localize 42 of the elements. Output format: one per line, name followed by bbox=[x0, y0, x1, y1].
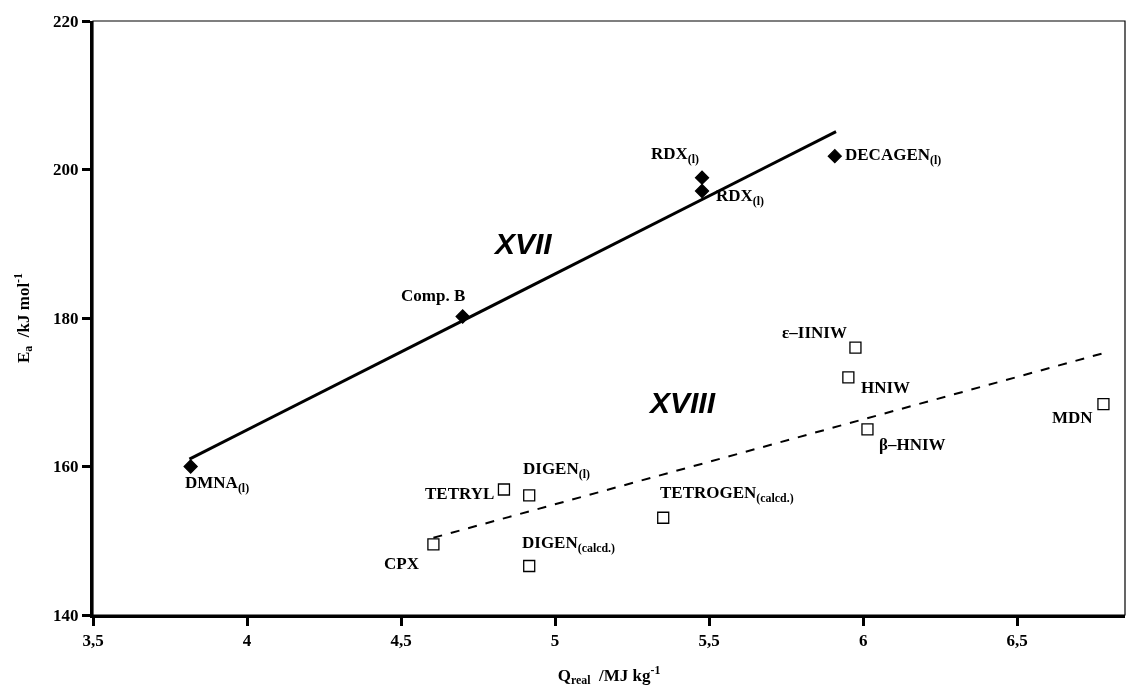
point bbox=[694, 170, 710, 185]
x-tick-label: 5,5 bbox=[698, 631, 720, 651]
point bbox=[427, 538, 440, 551]
point bbox=[1097, 397, 1110, 411]
point bbox=[497, 483, 511, 496]
annotation: XVIII bbox=[648, 386, 716, 419]
annotation: DECAGEN$_{(l)}$ bbox=[845, 145, 942, 167]
annotation: ε–IINIW bbox=[782, 323, 847, 342]
x-tick-label: 4 bbox=[242, 631, 252, 651]
x-tick-label: 5 bbox=[550, 631, 560, 651]
annotation: DMNA$_{(l)}$ bbox=[185, 473, 250, 495]
point bbox=[694, 183, 710, 199]
point bbox=[842, 371, 855, 384]
annotation: TETROGEN$_{(calcd.)}$ bbox=[660, 483, 794, 505]
x-tick-label: 6,5 bbox=[1006, 631, 1028, 651]
annotation: Comp. B bbox=[401, 286, 466, 305]
y-tick-label: 200 bbox=[53, 160, 79, 180]
x-tick-label: 3,5 bbox=[82, 631, 104, 651]
y-tick-label: 220 bbox=[53, 11, 79, 31]
point bbox=[523, 489, 536, 502]
annotation: RDX$_{(l)}$ bbox=[716, 186, 765, 208]
annotation: β–HNIW bbox=[879, 435, 946, 454]
annotation: CPX bbox=[384, 554, 420, 573]
point bbox=[827, 148, 842, 164]
x-axis-title: Q$_{real}$ /MJ kg$^{-1}$ bbox=[557, 662, 661, 688]
point bbox=[183, 459, 198, 474]
point bbox=[861, 423, 874, 436]
y-tick-label: 140 bbox=[53, 605, 79, 625]
annotation: XVII bbox=[493, 227, 553, 260]
annotation: RDX$_{(l)}$ bbox=[651, 144, 700, 166]
y-tick-label: 180 bbox=[53, 308, 79, 328]
annotation: HNIW bbox=[861, 378, 911, 397]
x-tick-label: 4,5 bbox=[390, 631, 412, 651]
point bbox=[523, 559, 536, 573]
annotation: TETRYL bbox=[425, 484, 495, 503]
annotation: DIGEN$_{(calcd.)}$ bbox=[522, 533, 616, 555]
point bbox=[657, 511, 670, 524]
point bbox=[849, 341, 862, 354]
annotation: MDN bbox=[1052, 408, 1094, 427]
x-tick-label: 6 bbox=[858, 631, 868, 651]
annotation: DIGEN$_{(l)}$ bbox=[523, 459, 590, 481]
y-tick-label: 160 bbox=[53, 457, 79, 477]
